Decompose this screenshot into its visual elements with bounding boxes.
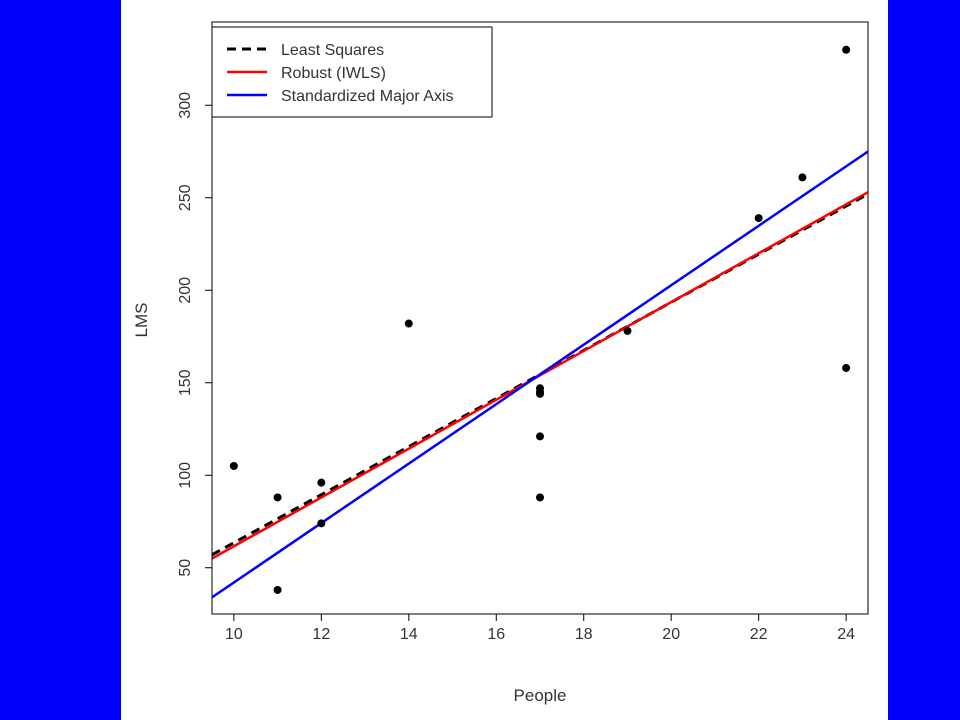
- data-point: [536, 389, 544, 398]
- data-point: [842, 45, 851, 54]
- x-axis-label: People: [514, 686, 567, 705]
- data-point: [754, 214, 763, 223]
- data-point: [536, 493, 544, 502]
- data-point: [623, 326, 632, 335]
- legend-label-3: Standardized Major Axis: [281, 88, 454, 105]
- data-point: [317, 478, 326, 487]
- y-tick-label: 100: [177, 462, 194, 489]
- axes: 10 12 14 16 18 20 22 24 50 100 150 200 250 300: [177, 92, 855, 643]
- series-line-3: [211, 150, 869, 599]
- x-tick-label: 20: [662, 626, 680, 643]
- x-tick-label: 12: [312, 626, 330, 643]
- data-points: [229, 45, 851, 594]
- y-tick-label: 200: [177, 277, 194, 304]
- data-point: [273, 493, 282, 502]
- y-axis-label: LMS: [132, 303, 151, 338]
- data-point: [404, 319, 413, 328]
- y-tick-label: 150: [177, 369, 194, 396]
- legend-label-1: Least Squares: [281, 42, 384, 59]
- chart-panel: 10 12 14 16 18 20 22 24 50 100 150 200 250 300 People…: [121, 0, 888, 720]
- x-tick-label: 18: [575, 626, 593, 643]
- x-tick-label: 14: [400, 626, 418, 643]
- x-tick-label: 16: [487, 626, 505, 643]
- y-tick-label: 300: [177, 92, 194, 119]
- regression-lines: [211, 150, 869, 599]
- data-point: [229, 462, 238, 470]
- data-point: [317, 519, 326, 528]
- data-point: [273, 585, 282, 594]
- x-tick-label: 10: [225, 626, 243, 643]
- legend-label-2: Robust (IWLS): [281, 65, 386, 82]
- data-point: [536, 432, 544, 441]
- y-tick-label: 250: [177, 184, 194, 211]
- data-point: [842, 363, 851, 372]
- x-tick-label: 24: [837, 626, 855, 643]
- scatter-plot: 10 12 14 16 18 20 22 24 50 100 150 200 250 300 People…: [132, 21, 869, 705]
- legend: Least Squares Robust (IWLS) Standardized M…: [211, 26, 493, 118]
- y-tick-label: 50: [177, 559, 194, 577]
- x-tick-label: 22: [750, 626, 768, 643]
- data-point: [798, 173, 807, 182]
